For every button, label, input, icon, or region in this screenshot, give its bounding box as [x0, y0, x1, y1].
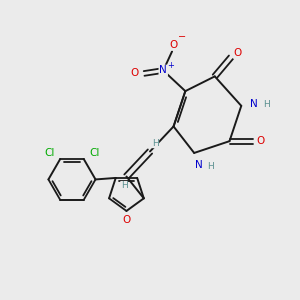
Text: +: +	[167, 61, 174, 70]
Text: O: O	[256, 136, 265, 146]
Text: Cl: Cl	[89, 148, 99, 158]
Text: O: O	[169, 40, 178, 50]
Text: H: H	[121, 182, 128, 190]
Text: O: O	[234, 48, 242, 58]
Text: H: H	[263, 100, 270, 109]
Text: N: N	[159, 65, 167, 76]
Text: N: N	[195, 160, 203, 170]
Text: H: H	[207, 162, 214, 171]
Text: Cl: Cl	[44, 148, 55, 158]
Text: H: H	[152, 139, 159, 148]
Text: N: N	[250, 99, 257, 110]
Text: O: O	[130, 68, 139, 78]
Text: −: −	[178, 32, 187, 42]
Text: O: O	[122, 215, 130, 225]
